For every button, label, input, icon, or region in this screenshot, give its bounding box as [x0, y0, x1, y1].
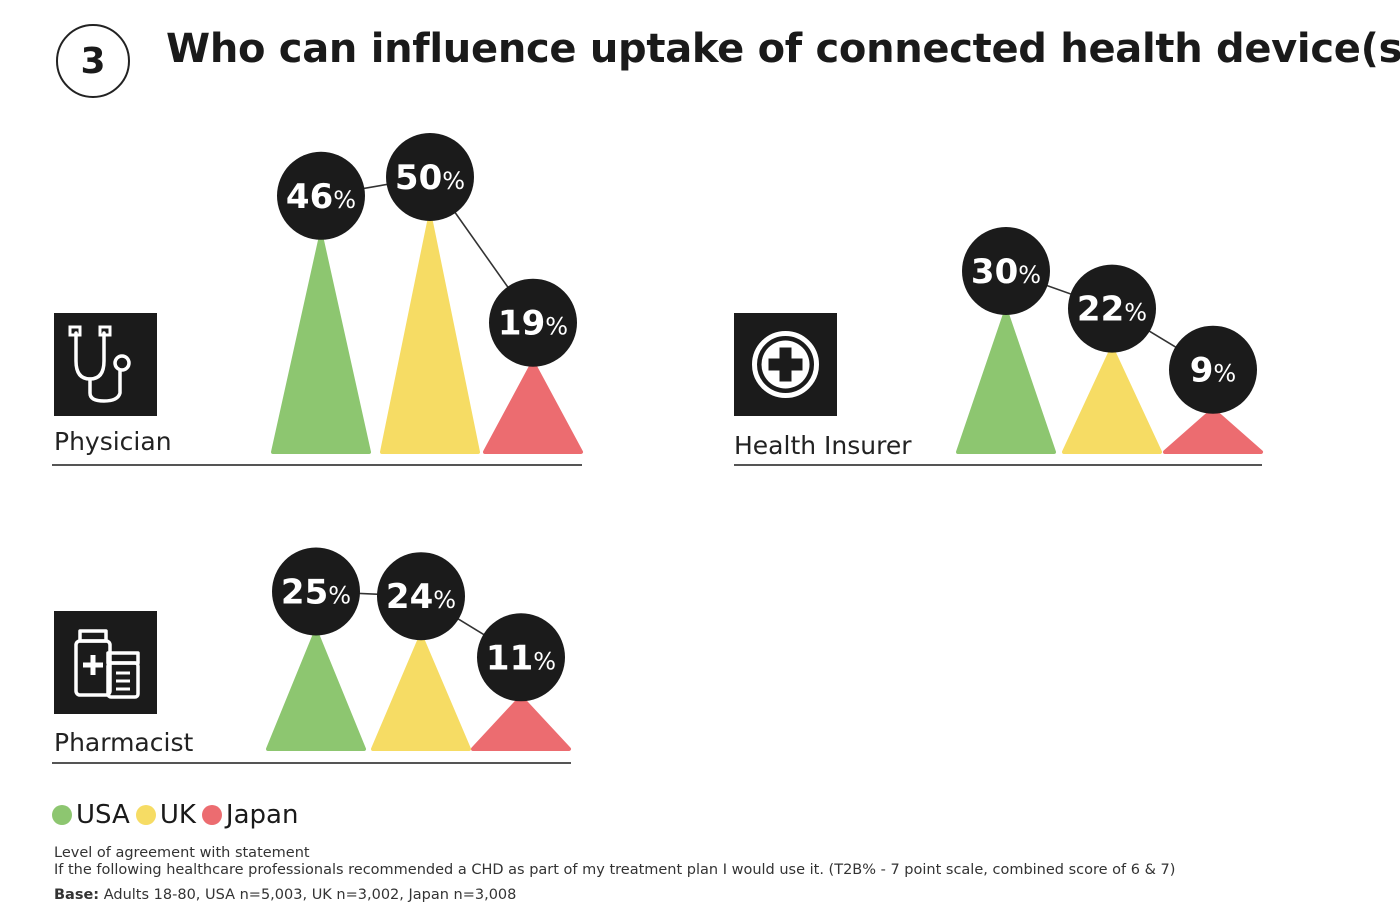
footnote-statement-label: Level of agreement with statement: [54, 845, 310, 861]
legend-dot-usa: [52, 805, 72, 825]
legend-label-usa: USA: [76, 800, 130, 830]
stethoscope-icon: [54, 313, 157, 416]
value-label-pharmacist-uk: 24%: [386, 577, 456, 617]
footnote-base: Base: Adults 18-80, USA n=5,003, UK n=3,…: [54, 887, 516, 903]
medicine-bottles-icon-bg: [54, 611, 157, 714]
triangle-health-insurer-uk: [1062, 346, 1162, 454]
medical-cross-icon: [734, 313, 837, 416]
value-bubble-pharmacist-japan: [477, 613, 565, 702]
step-number-badge: 3: [56, 24, 130, 98]
base-text: Adults 18-80, USA n=5,003, UK n=3,002, J…: [99, 887, 517, 903]
value-label-physician-japan: 19%: [498, 304, 568, 344]
medicine-bottles-icon: [54, 611, 157, 714]
value-bubble-physician-uk: [386, 133, 474, 221]
legend-item-usa: USA: [52, 800, 130, 830]
triangle-physician-usa: [271, 233, 371, 454]
legend-item-uk: UK: [135, 800, 196, 830]
legend-item-japan: Japan: [201, 800, 299, 830]
value-bubble-physician-japan: [489, 278, 577, 367]
base-label: Base:: [54, 887, 100, 903]
chart-legend: USA UK Japan: [52, 800, 304, 830]
value-label-pharmacist-japan: 11%: [486, 638, 556, 678]
value-label-physician-usa: 46%: [286, 177, 356, 217]
legend-dot-japan: [201, 805, 222, 825]
legend-label-japan: Japan: [225, 800, 299, 830]
triangle-health-insurer-japan: [1163, 407, 1263, 454]
value-label-health-insurer-usa: 30%: [971, 252, 1041, 292]
value-bubble-health-insurer-japan: [1169, 325, 1257, 414]
value-bubble-health-insurer-usa: [962, 227, 1050, 315]
legend-dot-uk: [135, 805, 156, 825]
value-bubble-pharmacist-usa: [272, 547, 360, 636]
triangle-pharmacist-japan: [471, 695, 571, 751]
triangle-health-insurer-usa: [956, 309, 1056, 454]
legend-label-uk: UK: [159, 800, 196, 830]
page-title: Who can influence uptake of connected he…: [166, 26, 1400, 72]
footnote-statement-text: If the following healthcare professional…: [54, 862, 1176, 878]
value-bubble-health-insurer-uk: [1068, 264, 1156, 353]
value-label-pharmacist-usa: 25%: [281, 573, 351, 613]
value-label-health-insurer-japan: 9%: [1190, 351, 1236, 391]
triangle-pharmacist-uk: [371, 634, 471, 751]
category-label-pharmacist: Pharmacist: [54, 728, 193, 757]
value-bubble-pharmacist-uk: [377, 552, 465, 641]
category-label-health-insurer: Health Insurer: [734, 431, 912, 460]
value-bubble-physician-usa: [277, 151, 365, 240]
value-label-health-insurer-uk: 22%: [1077, 290, 1147, 330]
triangle-pharmacist-usa: [266, 629, 366, 751]
category-label-physician: Physician: [54, 427, 172, 456]
value-label-physician-uk: 50%: [395, 158, 465, 198]
triangle-physician-japan: [483, 360, 583, 454]
triangle-physician-uk: [380, 215, 480, 454]
